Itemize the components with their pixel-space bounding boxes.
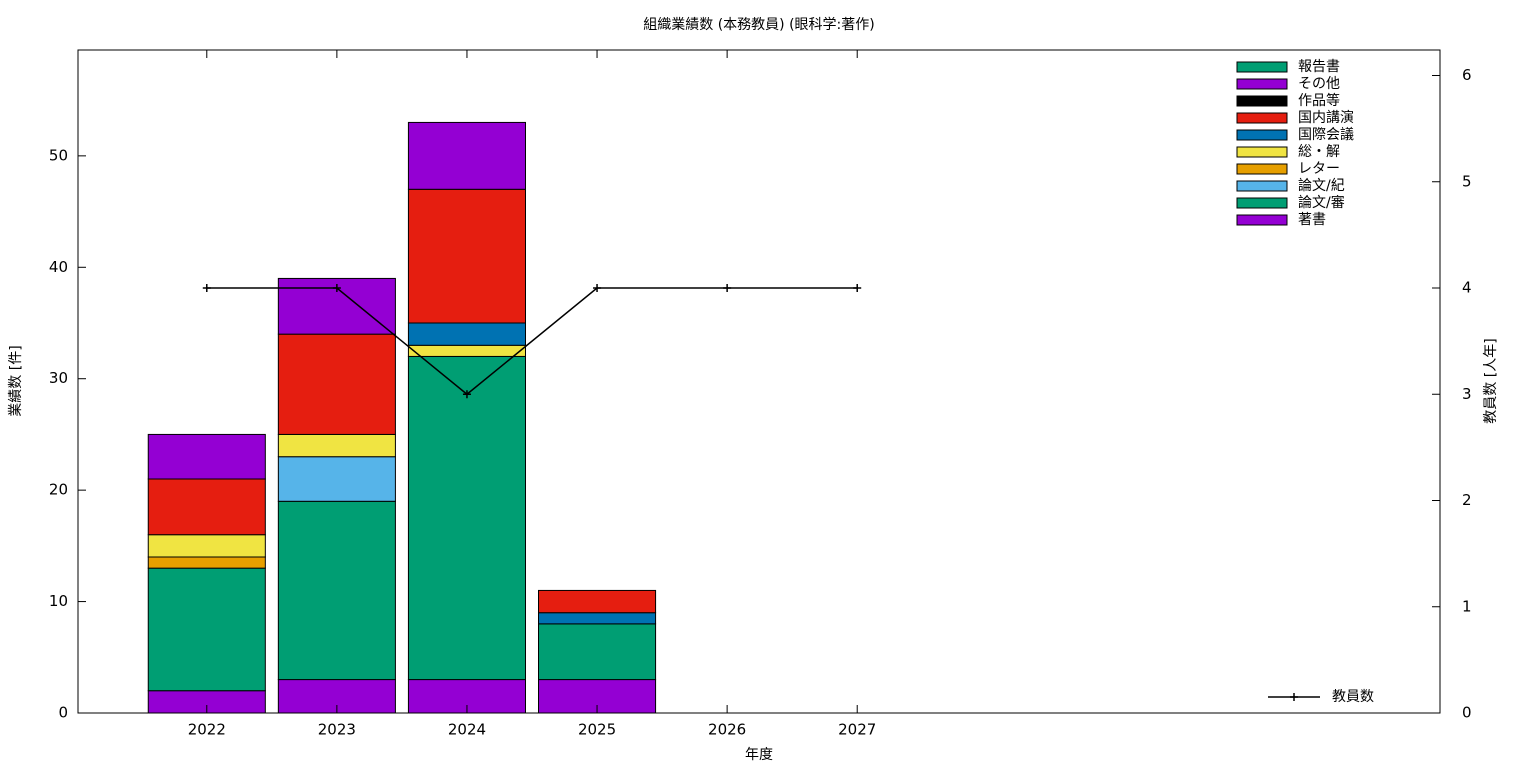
bar-segment [407,355,526,681]
bar-segment [277,500,396,681]
y-tick-label: 30 [49,369,68,387]
legend-label: 国内講演 [1298,110,1354,126]
legend-label: 著書 [1298,212,1326,228]
y-tick-label: 50 [49,146,68,164]
legend-label: 総・解 [1298,144,1340,160]
legend-swatch [1236,61,1288,73]
legend-swatch [1236,146,1288,158]
y2-tick-label: 1 [1462,597,1472,615]
line-point [723,284,732,292]
legend-label: 報告書 [1298,59,1340,75]
legend-swatch [1236,197,1288,209]
bar-segment [147,556,266,569]
legend-swatch [1236,112,1288,124]
bar-segment [407,344,526,357]
bar-segment [277,456,396,502]
bar-segment [147,534,266,558]
bar-segment [538,623,657,681]
legend-swatch [1236,163,1288,175]
bar-segment [277,333,396,435]
x-axis-label: 年度 [745,747,773,763]
legend-label: レター [1298,161,1340,177]
y-tick-label: 10 [49,592,68,610]
bar-segment [538,589,657,614]
y2-tick-label: 0 [1462,704,1472,722]
y2-tick-label: 5 [1462,172,1472,190]
y2-tick-label: 2 [1462,491,1472,509]
line-point [202,284,211,292]
legend-label: 国際会議 [1298,126,1354,143]
legend-swatch [1236,129,1288,141]
legend-point [1290,693,1298,701]
legend-swatch [1236,78,1288,90]
bar-segment [277,433,396,458]
x-tick-label: 2026 [708,721,746,739]
bar-segment [147,567,266,692]
y-tick-label: 40 [49,258,68,276]
legend-label: 作品等 [1298,92,1340,109]
y2-tick-label: 6 [1462,66,1472,84]
line-point [332,284,341,292]
bar-segment [407,322,526,346]
line [206,287,858,396]
x-tick-label: 2023 [318,721,356,739]
x-tick-label: 2025 [578,721,616,739]
y2-tick-label: 3 [1462,385,1472,403]
legend-label: その他 [1298,76,1340,92]
legend-label: 論文/紀 [1298,178,1345,194]
line-point [593,284,602,292]
line-point [462,390,471,399]
legend-swatch [1236,180,1288,192]
legend-label: 論文/審 [1298,195,1345,211]
y-tick-label: 0 [58,704,68,722]
x-tick-label: 2027 [838,721,876,739]
legend-label: 教員数 [1332,689,1374,705]
legend-swatch [1236,214,1288,226]
x-tick-label: 2024 [448,721,486,739]
plot-frame [77,49,1441,714]
legend-swatch [1236,95,1288,107]
line-point [853,284,862,292]
x-tick-label: 2022 [188,721,226,739]
bar-segment [538,612,657,625]
y2-tick-label: 4 [1462,279,1472,297]
chart-title: 組織業績数 (本務教員) (眼科学:著作) [643,17,874,33]
y-tick-label: 20 [49,481,68,499]
y-axis-label: 業績数 [件] [8,345,24,416]
y2-axis-label: 教員数 [人年] [1483,338,1499,423]
bar-segment [407,188,526,324]
bar-segment [407,121,526,190]
bar-segment [147,433,266,480]
bar-segment [147,478,266,536]
